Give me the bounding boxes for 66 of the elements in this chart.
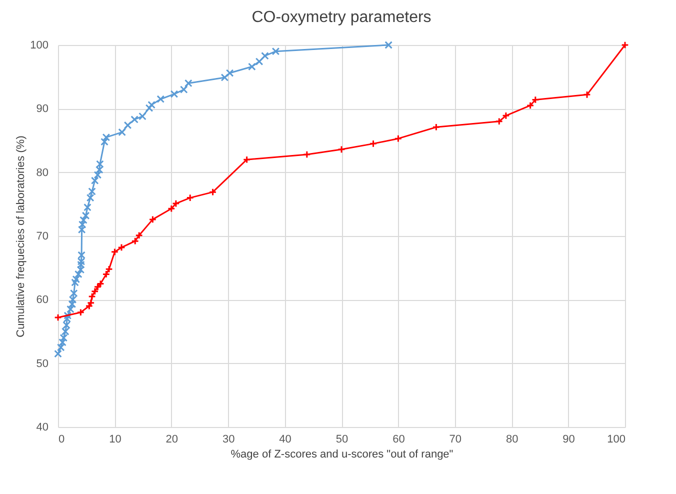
y-tick-label: 40 (36, 422, 48, 434)
point (184, 79, 192, 88)
point (261, 52, 269, 60)
point (156, 95, 165, 104)
point (303, 150, 311, 158)
point (186, 194, 194, 202)
x-tick-label: 40 (279, 434, 292, 446)
y-tick-label: 100 (30, 40, 48, 52)
x-tick-label: 100 (607, 434, 626, 446)
y-tick-label: 50 (36, 358, 48, 370)
point (102, 270, 110, 278)
point (88, 292, 96, 300)
point (105, 265, 113, 274)
x-tick-label: 90 (562, 434, 575, 446)
point (526, 102, 534, 110)
x-tick-label: 50 (336, 434, 348, 446)
point (242, 156, 251, 164)
point (118, 244, 126, 252)
point (255, 58, 264, 66)
point (148, 216, 157, 224)
point (583, 90, 591, 99)
point (138, 112, 146, 120)
point (394, 134, 402, 142)
x-tick-label: 30 (222, 434, 235, 446)
point (502, 112, 510, 120)
x-tick-label: 80 (506, 434, 518, 446)
point (96, 280, 104, 288)
point (110, 248, 119, 256)
point (71, 278, 79, 286)
x-tick-label: 20 (166, 434, 178, 446)
point (172, 200, 180, 208)
point (338, 146, 346, 154)
point (532, 96, 540, 104)
point (167, 204, 176, 213)
point (131, 237, 140, 246)
point (124, 121, 132, 130)
point (272, 47, 280, 56)
point (226, 69, 234, 77)
y-axis-title: Cumulative frequecies of laboratories (%) (15, 136, 28, 338)
y-tick-label: 60 (36, 294, 48, 306)
point (145, 104, 154, 112)
chart-title: CO-oxymetry parameters (252, 8, 432, 26)
point (180, 86, 188, 94)
point (220, 74, 229, 82)
x-tick-label: 60 (392, 434, 405, 446)
x-axis-title: %age of Z-scores and u-scores "out of range" (230, 448, 454, 460)
point (130, 116, 138, 124)
x-tick-label: 0 (58, 434, 65, 446)
point (384, 41, 392, 49)
point (248, 62, 256, 71)
point (135, 231, 143, 240)
x-tick-label: 10 (109, 434, 122, 446)
point (495, 117, 504, 126)
point (170, 90, 178, 98)
y-tick-label: 70 (36, 230, 48, 242)
point (94, 283, 102, 291)
point (148, 100, 156, 109)
point (90, 287, 99, 296)
point (208, 188, 217, 196)
point (118, 128, 126, 136)
point (432, 123, 440, 132)
point (369, 140, 378, 148)
y-tick-label: 90 (36, 103, 48, 116)
y-tick-label: 80 (36, 166, 48, 179)
x-tick-label: 70 (449, 434, 462, 446)
point (76, 308, 85, 316)
